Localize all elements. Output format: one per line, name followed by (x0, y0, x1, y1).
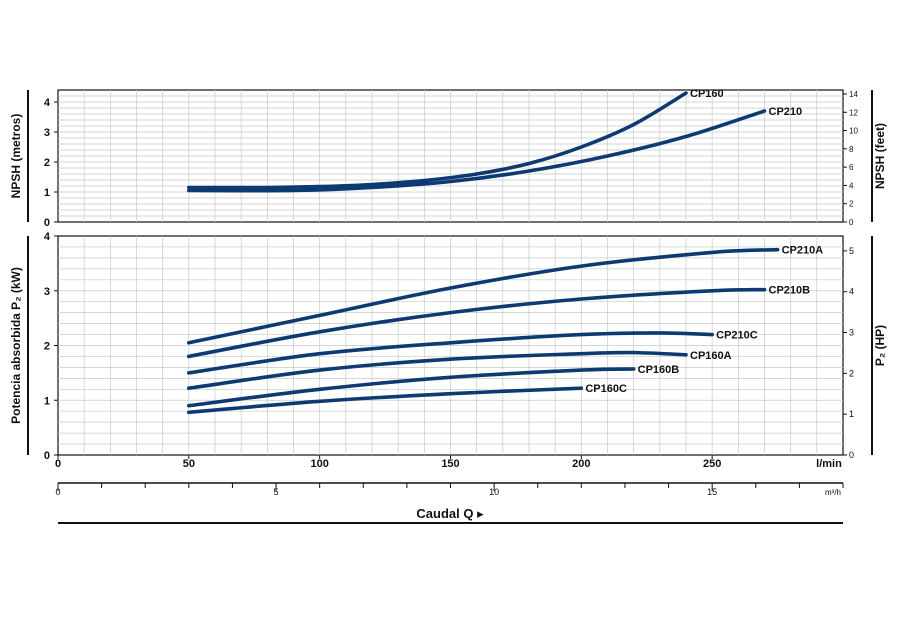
x-tick-label: 50 (183, 458, 195, 470)
right-tick-label: 3 (849, 328, 854, 338)
y-axis-label-right: NPSH (feet) (873, 123, 887, 189)
secondary-tick-label: 10 (489, 487, 499, 497)
left-tick-label: 4 (44, 97, 51, 109)
curve-cp160a (187, 350, 688, 390)
right-tick-label: 4 (849, 181, 854, 190)
series-label-cp160b: CP160B (638, 364, 680, 376)
right-tick-label: 14 (849, 90, 858, 99)
x-tick-label: 200 (572, 458, 590, 470)
right-tick-label: 2 (849, 368, 854, 378)
left-tick-label: 1 (44, 395, 50, 407)
x-tick-label: 250 (703, 458, 721, 470)
secondary-tick-label: 15 (707, 487, 717, 497)
caudal-label: Caudal Q ▸ (416, 506, 484, 521)
left-tick-label: 4 (44, 231, 51, 243)
right-tick-label: 5 (849, 246, 854, 256)
curve-cp160b (187, 367, 636, 408)
y-axis-label-left: Potencia absorbida P₂ (kW) (9, 267, 23, 424)
curve-cp160c (187, 386, 584, 415)
secondary-unit-label: m³/h (825, 488, 841, 497)
right-tick-label: 4 (849, 287, 854, 297)
left-tick-label: 0 (44, 450, 50, 462)
left-tick-label: 0 (44, 217, 50, 229)
right-tick-label: 1 (849, 409, 854, 419)
right-tick-label: 0 (849, 218, 854, 227)
x-tick-label: 0 (55, 458, 61, 470)
x-axis: 0 50 100 150 200 250 l/min (55, 455, 842, 470)
left-tick-label: 3 (44, 127, 50, 139)
series-label-cp210a: CP210A (782, 245, 824, 257)
left-tick-label: 1 (44, 187, 50, 199)
right-tick-label: 2 (849, 200, 854, 209)
secondary-flow-axis: 0 5 10 15 m³/h (55, 482, 844, 524)
left-tick-label: 3 (44, 286, 50, 298)
x-tick-label: 100 (310, 458, 328, 470)
series-label-cp160: CP160 (690, 88, 724, 100)
series-label-cp210b: CP210B (769, 285, 811, 297)
right-tick-label: 10 (849, 127, 858, 136)
secondary-tick-label: 0 (55, 487, 60, 497)
right-tick-label: 12 (849, 108, 858, 117)
secondary-tick-label: 5 (274, 487, 279, 497)
series-label-cp210: CP210 (769, 106, 803, 118)
series-label-cp160c: CP160C (585, 383, 627, 395)
x-tick-label: 150 (441, 458, 459, 470)
series-label-cp210c: CP210C (716, 330, 758, 342)
right-tick-label: 8 (849, 145, 854, 154)
left-tick-label: 2 (44, 341, 50, 353)
power-panel: 0 1 2 3 4 0 1 2 3 4 5 Potencia absorbida P₂ (kW) P₂ … (9, 231, 887, 462)
x-unit-label: l/min (816, 458, 842, 470)
left-tick-label: 2 (44, 157, 50, 169)
curve-cp210c (187, 331, 714, 375)
y-axis-label-right: P₂ (HP) (873, 325, 887, 366)
curve-cp210a (187, 247, 780, 345)
curve-cp210b (187, 287, 767, 359)
right-tick-label: 0 (849, 450, 854, 460)
curve-cp160 (187, 91, 688, 190)
series-label-cp160a: CP160A (690, 350, 732, 362)
y-axis-label-left: NPSH (metros) (9, 114, 23, 199)
curve-cp210 (187, 109, 767, 193)
right-tick-label: 6 (849, 163, 854, 172)
